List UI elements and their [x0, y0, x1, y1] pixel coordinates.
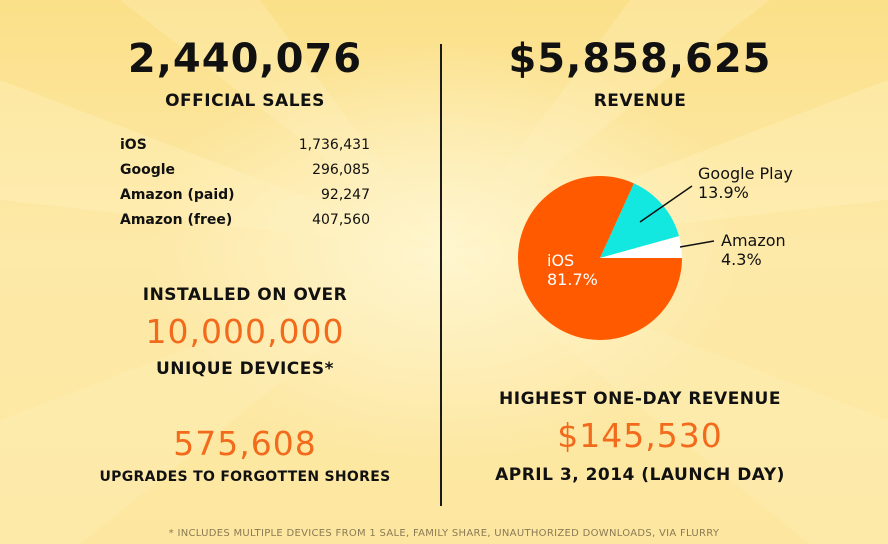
- platform-value: 407,560: [312, 212, 370, 228]
- table-row: Amazon (paid) 92,247: [120, 187, 370, 212]
- platform-name: iOS: [120, 137, 147, 153]
- table-row: iOS 1,736,431: [120, 137, 370, 162]
- upgrades-label: UPGRADES TO FORGOTTEN SHORES: [99, 469, 391, 485]
- installed-prefix: INSTALLED ON OVER: [142, 285, 348, 305]
- table-row: Amazon (free) 407,560: [120, 212, 370, 237]
- installed-suffix: UNIQUE DEVICES*: [155, 359, 335, 379]
- slice-percent: 4.3%: [721, 250, 762, 269]
- pie-label-google-play: Google Play 13.9%: [698, 164, 793, 202]
- platform-name: Amazon (free): [120, 212, 233, 228]
- platform-name: Google: [120, 162, 176, 178]
- platform-name: Amazon (paid): [120, 187, 235, 203]
- platform-value: 1,736,431: [298, 137, 370, 153]
- highest-date: APRIL 3, 2014 (LAUNCH DAY): [495, 465, 785, 485]
- sales-label: OFFICIAL SALES: [165, 91, 325, 111]
- total-sales: 2,440,076: [127, 36, 363, 82]
- column-divider: [440, 44, 442, 506]
- platform-value: 296,085: [312, 162, 370, 178]
- pie-slice-ios: [518, 175, 682, 340]
- platform-value: 92,247: [321, 187, 370, 203]
- upgrades-count: 575,608: [173, 424, 317, 463]
- highest-label: HIGHEST ONE-DAY REVENUE: [499, 389, 781, 409]
- platform-sales-table: iOS 1,736,431 Google 296,085 Amazon (pai…: [120, 137, 370, 237]
- footnote: * INCLUDES MULTIPLE DEVICES FROM 1 SALE,…: [168, 528, 720, 539]
- slice-percent: 13.9%: [698, 183, 749, 202]
- pie-label-ios: iOS 81.7%: [547, 251, 598, 289]
- revenue-label: REVENUE: [593, 91, 687, 111]
- leader-line-amazon: [679, 240, 715, 248]
- pie-slice-amazon: [600, 236, 682, 258]
- table-row: Google 296,085: [120, 162, 370, 187]
- pie-label-amazon: Amazon 4.3%: [721, 231, 786, 269]
- slice-name: Amazon: [721, 231, 786, 250]
- installed-count: 10,000,000: [145, 312, 345, 351]
- slice-name: Google Play: [698, 164, 793, 183]
- pie-slice-google-play: [600, 183, 680, 258]
- leader-line-google-play: [639, 185, 693, 223]
- highest-value: $145,530: [557, 416, 723, 455]
- revenue-total: $5,858,625: [508, 36, 772, 82]
- slice-percent: 81.7%: [547, 270, 598, 289]
- slice-name: iOS: [547, 251, 575, 270]
